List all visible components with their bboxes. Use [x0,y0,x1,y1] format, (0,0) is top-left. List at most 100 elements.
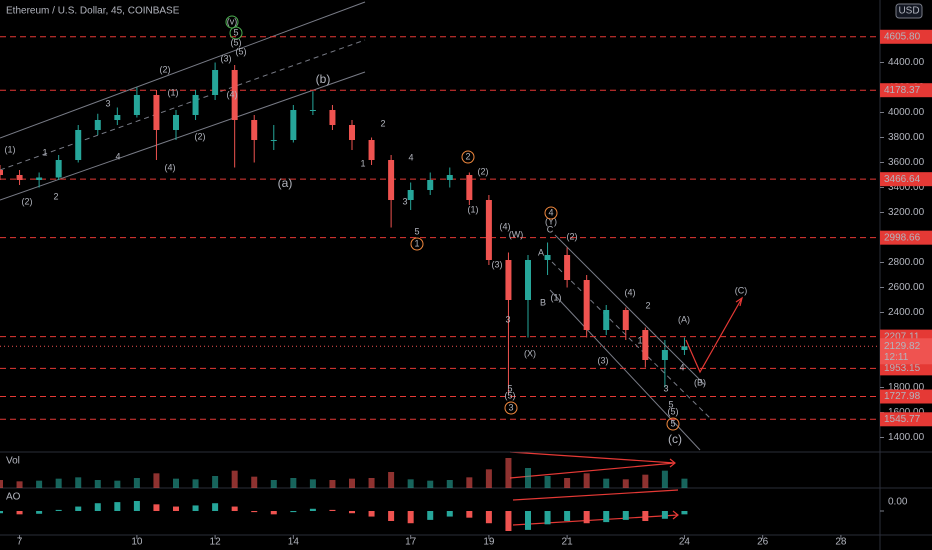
wave-label: (W) [509,229,524,239]
volume-bar [583,473,590,488]
y-tick-label: 1800.00 [888,382,925,393]
wave-label: (3) [221,53,232,63]
candle-body [290,110,297,140]
price-badge [880,172,932,187]
wave-label: (1) [5,144,16,154]
wave-label: (1) [468,204,479,214]
wave-label: (X) [524,348,536,358]
candle-body [75,130,82,160]
candle-body [564,255,571,280]
candle-body [16,175,23,180]
price-badge-label: 3466.64 [884,174,921,185]
candle-body [388,160,395,200]
volume-bar [94,480,101,488]
volume-bar [16,481,23,488]
currency-badge[interactable] [895,3,923,19]
y-tick-label: 2400.00 [888,307,925,318]
ao-bar [388,511,395,521]
wave-label: 3 [505,314,510,324]
wave-label: 5 [233,27,238,37]
candle-body [583,280,590,330]
wave-label: A [538,247,544,257]
last-price-badge [880,338,932,365]
candle-body [153,95,160,130]
ao-bar [94,503,101,511]
volume-bar [388,472,395,488]
ao-bar [642,511,649,521]
wave-label: (4) [625,287,636,297]
ao-bar [270,511,277,515]
ao-bar [446,511,453,517]
volume-label: Vol [6,456,20,467]
wave-label: B [540,297,546,307]
wave-label: (5) [505,390,516,400]
price-badge-label: 2207.11 [884,331,920,342]
candle-body [661,350,668,360]
candle-body [427,180,434,190]
wave-label: 3 [105,98,110,108]
wave-circle [410,237,424,251]
wave-label: 3 [402,196,407,206]
candle-body [114,115,121,120]
price-badge [880,230,932,245]
x-tick-label: 17 [405,537,417,548]
candle-body [525,260,531,300]
volume-bar [212,476,219,488]
volume-bar [661,470,668,488]
volume-bar [153,473,160,488]
wave-label: 2 [645,300,650,310]
wave-label: (2) [195,131,206,141]
ao-label: AO [6,492,21,503]
volume-bar [622,479,629,488]
candle-body [231,70,238,120]
ao-bar [309,508,316,511]
wave-label: 4 [115,151,120,161]
ao-bar [466,511,473,518]
wave-label: (5) [236,46,247,56]
ao-bar [251,511,258,513]
candle-body [192,95,199,115]
wave-label: (5) [668,406,679,416]
price-badge [880,412,932,427]
y-tick-label: 2800.00 [888,257,925,268]
candle-body [407,190,414,200]
candle-body [173,115,179,130]
ao-bar [192,505,199,511]
candle-body [36,177,43,180]
volume-bar [55,478,62,488]
wave-label: (4) [227,89,238,99]
volume-bar [368,478,375,488]
candle-body [329,110,336,125]
volume-bar [75,477,82,488]
volume-bar [270,480,277,488]
candle-body [94,120,101,130]
volume-bar [173,478,179,488]
volume-bar [466,477,473,488]
price-badge-label: 2998.66 [884,232,921,243]
x-tick-label: 21 [562,537,574,548]
ao-bar [505,511,512,531]
price-badge [880,83,932,98]
y-tick-label: 3800.00 [888,132,925,143]
ao-bar [368,511,375,517]
candle-body [466,175,473,200]
wave-label: (3) [492,259,503,269]
volume-bar [251,476,258,488]
wave-label: 2 [465,151,470,161]
price-badge [880,29,932,44]
x-tick-label: 24 [679,537,691,548]
candle-body [505,260,512,300]
wave-label: 5 [414,226,419,236]
currency: USD [898,6,919,17]
ao-bar [603,511,610,523]
price-badge-label: 4178.37 [884,85,921,96]
wave-label: (1) [551,292,562,302]
ao-bar [564,511,571,521]
ao-bar [55,509,62,511]
ao-bar [36,511,43,514]
wave-circle [666,417,680,431]
wave-label: 4 [408,152,413,162]
y-tick-label: 4400.00 [888,57,925,68]
volume-bar [427,480,434,488]
candle-body [603,310,610,330]
